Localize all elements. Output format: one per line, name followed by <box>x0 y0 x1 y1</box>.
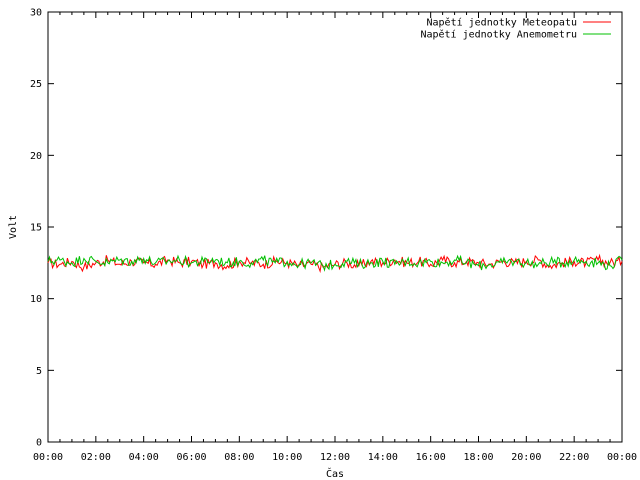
y-axis-label: Volt <box>8 215 19 239</box>
x-tick-label: 16:00 <box>416 452 446 463</box>
x-tick-label: 10:00 <box>272 452 302 463</box>
x-tick-label: 04:00 <box>129 452 159 463</box>
plot-area <box>47 11 623 443</box>
x-tick-label: 06:00 <box>176 452 206 463</box>
x-tick-label: 14:00 <box>368 452 398 463</box>
y-tick-label: 25 <box>30 79 42 90</box>
y-tick-label: 30 <box>30 8 42 19</box>
y-axis-ticks: 0 5 10 15 20 25 30 <box>30 8 622 449</box>
x-tick-label: 08:00 <box>224 452 254 463</box>
x-tick-label: 02:00 <box>81 452 111 463</box>
plot-border <box>47 11 623 443</box>
legend-label-1: Napětí jednotky Meteopatu <box>426 17 577 29</box>
series-layer <box>47 253 623 274</box>
y-tick-label: 15 <box>30 223 42 234</box>
x-axis-ticks: 00:00 02:00 04:00 06:00 08:00 10:00 12:00 14:00… <box>33 12 637 463</box>
x-tick-label: 22:00 <box>559 452 589 463</box>
y-tick-label: 20 <box>30 151 42 162</box>
x-tick-label: 18:00 <box>463 452 493 463</box>
y-tick-label: 5 <box>36 366 42 377</box>
y-tick-label: 0 <box>36 438 42 449</box>
x-tick-label: 20:00 <box>511 452 541 463</box>
series-line-2 <box>47 254 623 272</box>
legend-label-2: Napětí jednotky Anemometru <box>420 29 577 41</box>
x-tick-label: 00:00 <box>33 452 63 463</box>
x-axis-label: Čas <box>326 467 344 480</box>
x-tick-label: 12:00 <box>320 452 350 463</box>
x-tick-label: 00:00 <box>607 452 637 463</box>
y-tick-label: 10 <box>30 294 42 305</box>
